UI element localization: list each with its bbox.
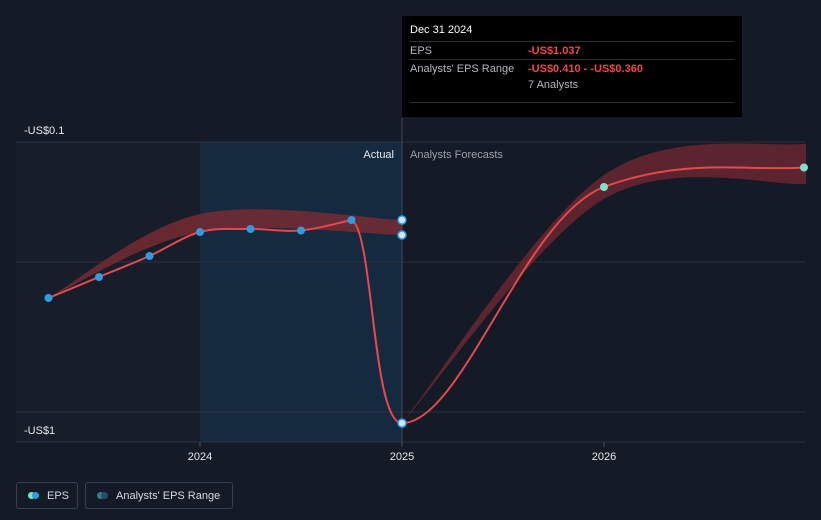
x-tick-label: 2025	[390, 451, 414, 463]
eps-point	[347, 216, 356, 224]
legend-eps-label: EPS	[47, 489, 70, 502]
eps-forecast-line	[401, 166, 807, 425]
eps-point	[44, 294, 53, 302]
actual-period-highlight	[200, 142, 402, 442]
y-tick-label: -US$1	[24, 425, 55, 437]
eps-point	[246, 225, 255, 233]
tooltip: Dec 31 2024 EPS -US$1.037 Analysts' EPS …	[402, 16, 742, 117]
tooltip-range-row: Analysts' EPS Range -US$0.410 - -US$0.36…	[410, 59, 734, 77]
axis-labels: -US$0.1 -US$1 2024 2025 2026	[24, 125, 616, 463]
tooltip-divider	[410, 102, 734, 104]
legend-range-label: Analysts' EPS Range	[116, 489, 221, 502]
actual-label: Actual	[363, 149, 394, 161]
eps-range-band	[48, 143, 806, 424]
tooltip-eps-row: EPS -US$1.037	[410, 41, 734, 59]
tooltip-analysts: 7 Analysts	[528, 79, 579, 91]
legend-range-button[interactable]: Analysts' EPS Range	[85, 482, 233, 509]
y-tick-label: -US$0.1	[24, 125, 64, 137]
forecast-label: Analysts Forecasts	[410, 149, 503, 161]
eps-point	[297, 226, 305, 235]
legend: EPS Analysts' EPS Range	[16, 482, 233, 509]
eps-points	[44, 163, 808, 428]
eps-point	[196, 228, 204, 236]
range-end-point	[397, 230, 407, 240]
chart-background	[16, 142, 402, 442]
tooltip-date: Dec 31 2024	[410, 24, 473, 36]
eps-forecast-point	[600, 183, 608, 191]
tooltip-range-label: Analysts' EPS Range	[410, 62, 515, 75]
x-tick-label: 2026	[592, 451, 616, 463]
eps-forecast-point	[800, 163, 808, 172]
range-swatch-icon	[97, 492, 108, 499]
range-band-forecast	[402, 143, 806, 424]
tooltip-eps-label: EPS	[410, 44, 433, 57]
eps-point	[145, 252, 154, 260]
eps-drop-line	[350, 219, 403, 425]
eps-point	[397, 418, 407, 428]
eps-swatch-icon	[28, 492, 39, 499]
tooltip-eps-value: -US$1.037	[528, 44, 581, 57]
grid-lines	[16, 118, 805, 443]
range-end-point	[397, 215, 407, 225]
legend-eps-button[interactable]: EPS	[16, 482, 78, 509]
x-tick-label: 2024	[188, 451, 212, 463]
eps-point	[95, 273, 103, 281]
tooltip-range-value: -US$0.410 - -US$0.360	[528, 62, 643, 75]
range-band-actual	[48, 209, 402, 298]
